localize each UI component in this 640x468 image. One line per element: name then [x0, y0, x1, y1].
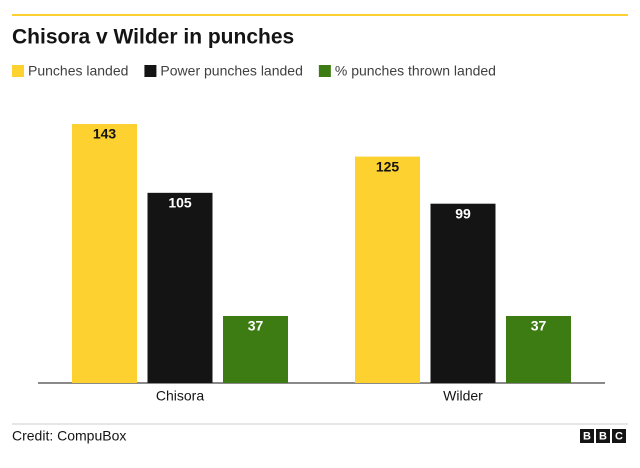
bar [430, 203, 496, 383]
value-label: 105 [168, 195, 192, 211]
logo-box [612, 429, 626, 443]
x-tick-label: Wilder [443, 388, 483, 404]
logo-letter: C [615, 430, 623, 442]
logo-box [596, 429, 610, 443]
legend-label: % punches thrown landed [335, 63, 496, 79]
value-label: 143 [93, 126, 117, 142]
bar [147, 192, 213, 383]
value-label: 37 [531, 318, 547, 334]
logo-letter: B [583, 430, 591, 442]
bar [223, 315, 288, 383]
value-label: 125 [376, 158, 400, 174]
bar [355, 156, 420, 383]
legend-swatch [318, 65, 331, 77]
legend-label: Power punches landed [160, 63, 302, 79]
bar [72, 124, 137, 383]
value-label: 37 [248, 318, 264, 334]
logo-letter: B [599, 430, 607, 442]
legend-swatch [144, 65, 157, 77]
legend-label: Punches landed [28, 63, 128, 79]
chart-title: Chisora v Wilder in punches [12, 26, 294, 49]
bar [506, 315, 571, 383]
logo-box [580, 429, 594, 443]
credit: Credit: CompuBox [12, 428, 126, 444]
value-label: 99 [455, 205, 471, 221]
x-tick-label: Chisora [156, 388, 204, 404]
legend-swatch [12, 65, 24, 77]
